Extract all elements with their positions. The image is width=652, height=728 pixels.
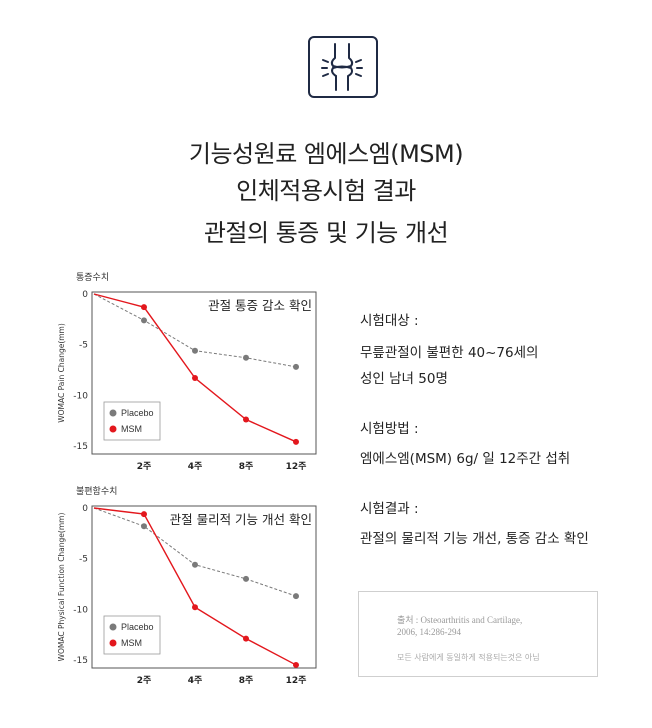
x-tick-label: 12주 <box>286 675 307 686</box>
subject-text-2: 성인 남녀 50명 <box>360 371 448 387</box>
chart-title: 관절 통증 감소 확인 <box>208 298 312 313</box>
source-box: 출처 : Osteoarthritis and Cartilage, 2006,… <box>358 591 598 677</box>
result-text: 관절의 물리적 기능 개선, 통증 감소 확인 <box>360 531 589 547</box>
data-point-msm <box>243 635 249 642</box>
knee-joint-icon <box>321 43 363 91</box>
pain-chart-svg: 통증수치 WOMAC Pain Change(mm) 0 -5 -10 -15 2주 4주 8주… <box>57 271 317 472</box>
y-tick-label: -15 <box>73 656 88 666</box>
title-line-3: 관절의 통증 및 기능 개선 <box>203 219 449 247</box>
title-line-2: 인체적용시험 결과 <box>236 177 416 205</box>
x-tick-label: 2주 <box>137 461 152 472</box>
plot-frame <box>91 291 317 455</box>
legend-label-placebo: Placebo <box>121 622 154 632</box>
legend-box <box>103 401 161 441</box>
plot-frame <box>91 505 317 669</box>
corner-label: 통증수치 <box>76 271 109 283</box>
data-point-msm <box>192 375 198 382</box>
subject-label: 시험대상 : <box>360 313 419 329</box>
chart-title: 관절 물리적 기능 개선 확인 <box>170 512 312 527</box>
data-point-placebo <box>141 523 147 530</box>
data-point-placebo <box>192 561 198 568</box>
legend-label-msm: MSM <box>121 424 142 434</box>
x-tick-label: 2주 <box>137 675 152 686</box>
data-point-placebo <box>243 575 249 582</box>
result-label: 시험결과 : <box>360 501 419 517</box>
knee-joint-logo <box>308 36 378 98</box>
legend-box <box>103 615 161 655</box>
x-tick-label: 12주 <box>286 461 307 472</box>
data-point-placebo <box>192 347 198 354</box>
y-tick-label: -10 <box>73 605 88 615</box>
y-tick-label: 0 <box>82 504 88 514</box>
source-note: 모든 사람에게 동일하게 적용되는것은 아님 <box>397 653 540 662</box>
method-label: 시험방법 : <box>360 421 419 437</box>
legend-marker-msm <box>109 425 117 433</box>
y-axis-label: WOMAC Physical Function Change(mm) <box>57 513 66 662</box>
data-point-msm <box>243 416 249 423</box>
legend-label-msm: MSM <box>121 638 142 648</box>
x-tick-label: 8주 <box>239 675 254 686</box>
x-tick-label: 4주 <box>188 461 203 472</box>
function-chart-svg: 불편함수치 WOMAC Physical Function Change(mm) 0… <box>57 485 317 686</box>
study-info: 시험대상 : 무릎관절이 불편한 40~76세의 성인 남녀 50명 시험방법 … <box>360 308 589 552</box>
y-axis-label: WOMAC Pain Change(mm) <box>57 323 66 423</box>
legend-label-placebo: Placebo <box>121 408 154 418</box>
data-point-msm <box>141 511 147 518</box>
pain-chart: 통증수치 WOMAC Pain Change(mm) 0 -5 -10 -15 2주 4주 8주… <box>50 268 318 480</box>
source-line-1: 출처 : Osteoarthritis and Cartilage, <box>397 615 523 625</box>
y-tick-label: 0 <box>82 290 88 300</box>
source-line-2: 2006, 14:286-294 <box>397 627 461 637</box>
data-point-msm <box>293 438 299 445</box>
y-tick-label: -10 <box>73 391 88 401</box>
y-tick-label: -15 <box>73 442 88 452</box>
data-point-msm <box>141 304 147 311</box>
method-text: 엠에스엠(MSM) 6g/ 일 12주간 섭취 <box>360 451 571 467</box>
legend-marker-placebo <box>109 623 117 631</box>
data-point-placebo <box>293 363 299 370</box>
data-point-msm <box>192 604 198 611</box>
subject-text-1: 무릎관절이 불편한 40~76세의 <box>360 345 539 361</box>
x-tick-label: 8주 <box>239 461 254 472</box>
title-line-1: 기능성원료 엠에스엠(MSM) <box>188 140 464 168</box>
legend-marker-placebo <box>109 409 117 417</box>
y-tick-label: -5 <box>79 341 88 351</box>
data-point-msm <box>293 661 299 668</box>
data-point-placebo <box>243 354 249 361</box>
data-point-placebo <box>293 593 299 600</box>
y-tick-label: -5 <box>79 555 88 565</box>
x-tick-label: 4주 <box>188 675 203 686</box>
data-point-placebo <box>141 317 147 324</box>
function-chart: 불편함수치 WOMAC Physical Function Change(mm) 0… <box>50 482 318 694</box>
corner-label: 불편함수치 <box>76 485 117 497</box>
legend-marker-msm <box>109 639 117 647</box>
